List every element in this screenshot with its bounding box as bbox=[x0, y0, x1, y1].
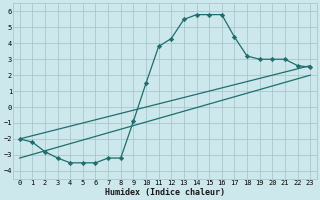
X-axis label: Humidex (Indice chaleur): Humidex (Indice chaleur) bbox=[105, 188, 225, 197]
